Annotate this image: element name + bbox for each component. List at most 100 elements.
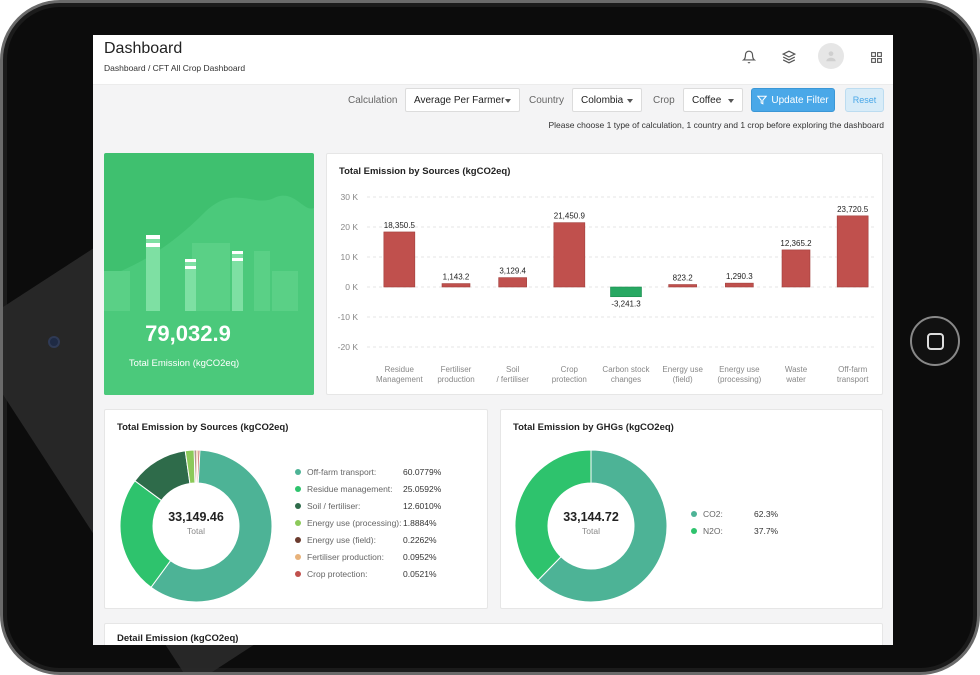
total-emission-value: 79,032.9 — [145, 321, 231, 346]
sources-donut-title: Total Emission by Sources (kgCO2eq) — [117, 422, 289, 433]
legend-label: Off-farm transport: — [307, 467, 377, 477]
x-tick-label: Residue — [385, 365, 415, 374]
legend-dot — [295, 520, 301, 526]
ghg-donut-card: Total Emission by GHGs (kgCO2eq) 33,144.… — [500, 409, 883, 609]
bar-value-label: -3,241.3 — [611, 300, 641, 309]
legend-item[interactable]: Energy use (field): — [295, 535, 376, 545]
legend-value: 62.3% — [754, 509, 779, 519]
user-avatar[interactable] — [818, 43, 844, 69]
legend-value: 25.0592% — [403, 484, 442, 494]
legend-label: Energy use (processing): — [307, 518, 402, 528]
legend-label: Residue management: — [307, 484, 393, 494]
donut-slice[interactable] — [537, 449, 668, 603]
sources-total-label: Total — [187, 526, 205, 536]
legend-label: Energy use (field): — [307, 535, 376, 545]
bar[interactable] — [725, 282, 754, 288]
y-tick-label: 10 K — [341, 252, 359, 262]
legend-value: 1.8884% — [403, 518, 437, 528]
bar[interactable] — [836, 215, 869, 288]
x-tick-label: transport — [837, 375, 869, 384]
legend-dot — [691, 511, 697, 517]
legend-dot — [295, 554, 301, 560]
x-tick-label: protection — [552, 375, 587, 384]
filter-icon — [757, 95, 768, 105]
x-tick-label: Carbon stock — [602, 365, 650, 374]
x-tick-label: water — [785, 375, 806, 384]
legend-dot — [295, 486, 301, 492]
legend-item[interactable]: Fertiliser production: — [295, 552, 384, 562]
country-select[interactable]: Colombia — [572, 88, 642, 112]
legend-item[interactable]: Soil / fertiliser: — [295, 501, 360, 511]
factory-illustration — [104, 195, 314, 395]
x-tick-label: Fertiliser — [441, 365, 472, 374]
bar-value-label: 3,129.4 — [499, 267, 526, 276]
ghg-donut-center: 33,144.72 Total — [546, 510, 636, 536]
calculation-label: Calculation — [348, 95, 398, 106]
app-screen: Dashboard Dashboard / CFT All Crop Dashb… — [93, 35, 893, 645]
legend-dot — [691, 528, 697, 534]
legend-item[interactable]: Crop protection: — [295, 569, 367, 579]
bar[interactable] — [441, 283, 471, 288]
sources-donut-card: Total Emission by Sources (kgCO2eq) 33,1… — [104, 409, 488, 609]
bar[interactable] — [668, 284, 697, 288]
donut-slice[interactable] — [196, 449, 201, 484]
crop-value: Coffee — [692, 94, 722, 106]
bar[interactable] — [383, 231, 416, 288]
chevron-down-icon — [627, 99, 633, 103]
donut-slice[interactable] — [514, 449, 592, 582]
donut-slice[interactable] — [150, 449, 273, 603]
reset-button[interactable]: Reset — [845, 88, 884, 112]
breadcrumb[interactable]: Dashboard / CFT All Crop Dashboard — [104, 63, 246, 73]
bar-value-label: 23,720.5 — [837, 205, 869, 214]
bar[interactable] — [553, 222, 586, 288]
detail-emission-title: Detail Emission (kgCO2eq) — [117, 633, 239, 644]
country-label: Country — [529, 95, 565, 106]
legend-item[interactable]: Off-farm transport: — [295, 467, 376, 477]
bar[interactable] — [498, 277, 527, 288]
legend-value: 0.2262% — [403, 535, 437, 545]
legend-item[interactable]: Residue management: — [295, 484, 393, 494]
bar[interactable] — [781, 249, 811, 288]
ghg-donut-title: Total Emission by GHGs (kgCO2eq) — [513, 422, 674, 433]
legend-dot — [295, 503, 301, 509]
camera-icon — [48, 336, 60, 348]
legend-item[interactable]: CO2: — [691, 509, 723, 519]
y-tick-label: -20 K — [338, 342, 359, 352]
legend-item[interactable]: N2O: — [691, 526, 723, 536]
legend-label: Crop protection: — [307, 569, 368, 579]
layers-icon[interactable] — [779, 47, 799, 67]
legend-label: Soil / fertiliser: — [307, 501, 361, 511]
bar-value-label: 1,290.3 — [726, 272, 753, 281]
bar[interactable] — [610, 286, 642, 298]
y-tick-label: 20 K — [341, 222, 359, 232]
sources-donut-chart — [119, 449, 273, 603]
crop-select[interactable]: Coffee — [683, 88, 743, 112]
home-button[interactable] — [910, 316, 960, 366]
total-emission-card: 79,032.9 Total Emission (kgCO2eq) — [104, 153, 314, 395]
x-tick-label: changes — [611, 375, 641, 384]
bar-value-label: 1,143.2 — [443, 273, 470, 282]
x-tick-label: Crop — [561, 365, 579, 374]
x-tick-label: (field) — [673, 375, 693, 384]
legend-label: CO2: — [703, 509, 723, 519]
total-emission-label: Total Emission (kgCO2eq) — [128, 358, 240, 369]
x-tick-label: Off-farm — [838, 365, 868, 374]
sources-total-value: 33,149.46 — [168, 510, 224, 524]
calculation-value: Average Per Farmer — [414, 94, 505, 106]
grid-icon[interactable] — [866, 47, 886, 67]
chevron-down-icon — [728, 99, 734, 103]
bell-icon[interactable] — [739, 47, 759, 67]
legend-item[interactable]: Energy use (processing): — [295, 518, 402, 528]
y-tick-label: 0 K — [345, 282, 358, 292]
calculation-select[interactable]: Average Per Farmer — [405, 88, 520, 112]
legend-value: 0.0521% — [403, 569, 437, 579]
legend-dot — [295, 571, 301, 577]
y-tick-label: 30 K — [341, 192, 359, 202]
filter-hint: Please choose 1 type of calculation, 1 c… — [548, 120, 885, 130]
legend-dot — [295, 537, 301, 543]
legend-dot — [295, 469, 301, 475]
filter-bar: Calculation Average Per Farmer Country C… — [93, 85, 893, 135]
x-tick-label: Management — [376, 375, 423, 384]
legend-label: Fertiliser production: — [307, 552, 385, 562]
update-filter-button[interactable]: Update Filter — [751, 88, 835, 112]
